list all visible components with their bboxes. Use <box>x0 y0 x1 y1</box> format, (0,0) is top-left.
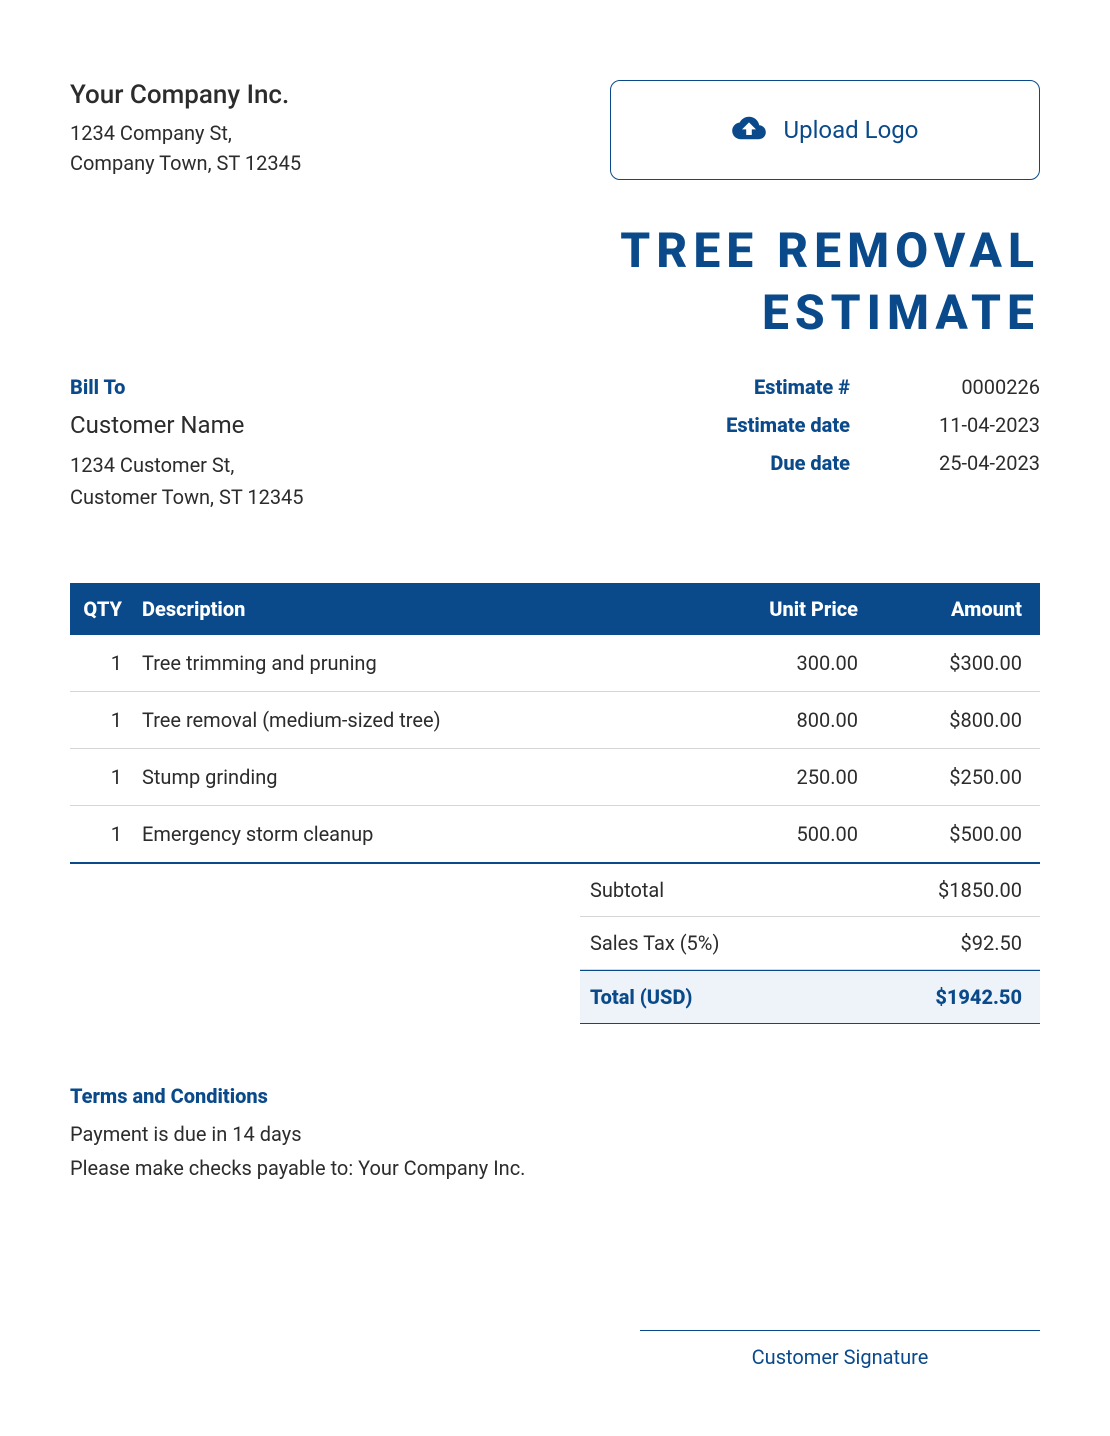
cell-description: Stump grinding <box>130 748 700 805</box>
cell-amount: $250.00 <box>870 748 1040 805</box>
subtotal-label: Subtotal <box>590 878 664 902</box>
cell-description: Tree trimming and pruning <box>130 635 700 692</box>
estimate-date-value: 11-04-2023 <box>910 413 1040 437</box>
line-items-table: QTY Description Unit Price Amount 1Tree … <box>70 583 1040 864</box>
customer-address: 1234 Customer St, Customer Town, ST 1234… <box>70 449 304 513</box>
header-row: Your Company Inc. 1234 Company St, Compa… <box>70 80 1040 180</box>
cell-unit-price: 250.00 <box>700 748 870 805</box>
cell-qty: 1 <box>70 691 130 748</box>
cell-unit-price: 800.00 <box>700 691 870 748</box>
terms-heading: Terms and Conditions <box>70 1084 1040 1108</box>
estimate-num-label: Estimate # <box>690 375 850 399</box>
cell-description: Tree removal (medium-sized tree) <box>130 691 700 748</box>
upload-logo-button[interactable]: Upload Logo <box>610 80 1040 180</box>
cell-qty: 1 <box>70 805 130 863</box>
col-amount: Amount <box>870 583 1040 635</box>
tax-row: Sales Tax (5%) $92.50 <box>580 917 1040 970</box>
cell-amount: $800.00 <box>870 691 1040 748</box>
cloud-upload-icon <box>732 114 766 146</box>
total-row: Total (USD) $1942.50 <box>580 970 1040 1024</box>
company-address: 1234 Company St, Company Town, ST 12345 <box>70 118 301 178</box>
tax-label: Sales Tax (5%) <box>590 931 719 955</box>
signature-line: Customer Signature <box>640 1330 1040 1369</box>
customer-addr-line2: Customer Town, ST 12345 <box>70 481 304 513</box>
subtotal-row: Subtotal $1850.00 <box>580 864 1040 917</box>
estimate-num-value: 0000226 <box>910 375 1040 399</box>
bill-to-block: Bill To Customer Name 1234 Customer St, … <box>70 375 304 513</box>
company-block: Your Company Inc. 1234 Company St, Compa… <box>70 80 301 178</box>
signature-label: Customer Signature <box>752 1345 929 1369</box>
cell-unit-price: 500.00 <box>700 805 870 863</box>
subtotal-value: $1850.00 <box>938 878 1022 902</box>
info-row: Bill To Customer Name 1234 Customer St, … <box>70 375 1040 513</box>
total-value: $1942.50 <box>935 985 1022 1009</box>
company-name: Your Company Inc. <box>70 80 301 110</box>
meta-due-date: Due date 25-04-2023 <box>690 451 1040 475</box>
customer-name: Customer Name <box>70 411 304 439</box>
table-row: 1Tree trimming and pruning300.00$300.00 <box>70 635 1040 692</box>
title-line2: ESTIMATE <box>70 282 1040 344</box>
due-date-value: 25-04-2023 <box>910 451 1040 475</box>
upload-logo-label: Upload Logo <box>784 116 919 144</box>
estimate-date-label: Estimate date <box>690 413 850 437</box>
cell-amount: $500.00 <box>870 805 1040 863</box>
cell-qty: 1 <box>70 635 130 692</box>
cell-unit-price: 300.00 <box>700 635 870 692</box>
document-title: TREE REMOVAL ESTIMATE <box>70 220 1040 345</box>
total-label: Total (USD) <box>590 985 692 1009</box>
terms-line2: Please make checks payable to: Your Comp… <box>70 1156 1040 1180</box>
col-description: Description <box>130 583 700 635</box>
meta-estimate-number: Estimate # 0000226 <box>690 375 1040 399</box>
terms-line1: Payment is due in 14 days <box>70 1122 1040 1146</box>
table-row: 1Stump grinding250.00$250.00 <box>70 748 1040 805</box>
table-row: 1Emergency storm cleanup500.00$500.00 <box>70 805 1040 863</box>
bill-to-heading: Bill To <box>70 375 304 399</box>
meta-estimate-date: Estimate date 11-04-2023 <box>690 413 1040 437</box>
estimate-meta: Estimate # 0000226 Estimate date 11-04-2… <box>690 375 1040 489</box>
tax-value: $92.50 <box>961 931 1022 955</box>
due-date-label: Due date <box>690 451 850 475</box>
company-addr-line1: 1234 Company St, <box>70 118 301 148</box>
customer-addr-line1: 1234 Customer St, <box>70 449 304 481</box>
table-row: 1Tree removal (medium-sized tree)800.00$… <box>70 691 1040 748</box>
table-header-row: QTY Description Unit Price Amount <box>70 583 1040 635</box>
col-unit-price: Unit Price <box>700 583 870 635</box>
company-addr-line2: Company Town, ST 12345 <box>70 148 301 178</box>
cell-amount: $300.00 <box>870 635 1040 692</box>
cell-description: Emergency storm cleanup <box>130 805 700 863</box>
totals-block: Subtotal $1850.00 Sales Tax (5%) $92.50 … <box>580 864 1040 1024</box>
col-qty: QTY <box>70 583 130 635</box>
cell-qty: 1 <box>70 748 130 805</box>
terms-block: Terms and Conditions Payment is due in 1… <box>70 1084 1040 1180</box>
title-line1: TREE REMOVAL <box>70 220 1040 282</box>
